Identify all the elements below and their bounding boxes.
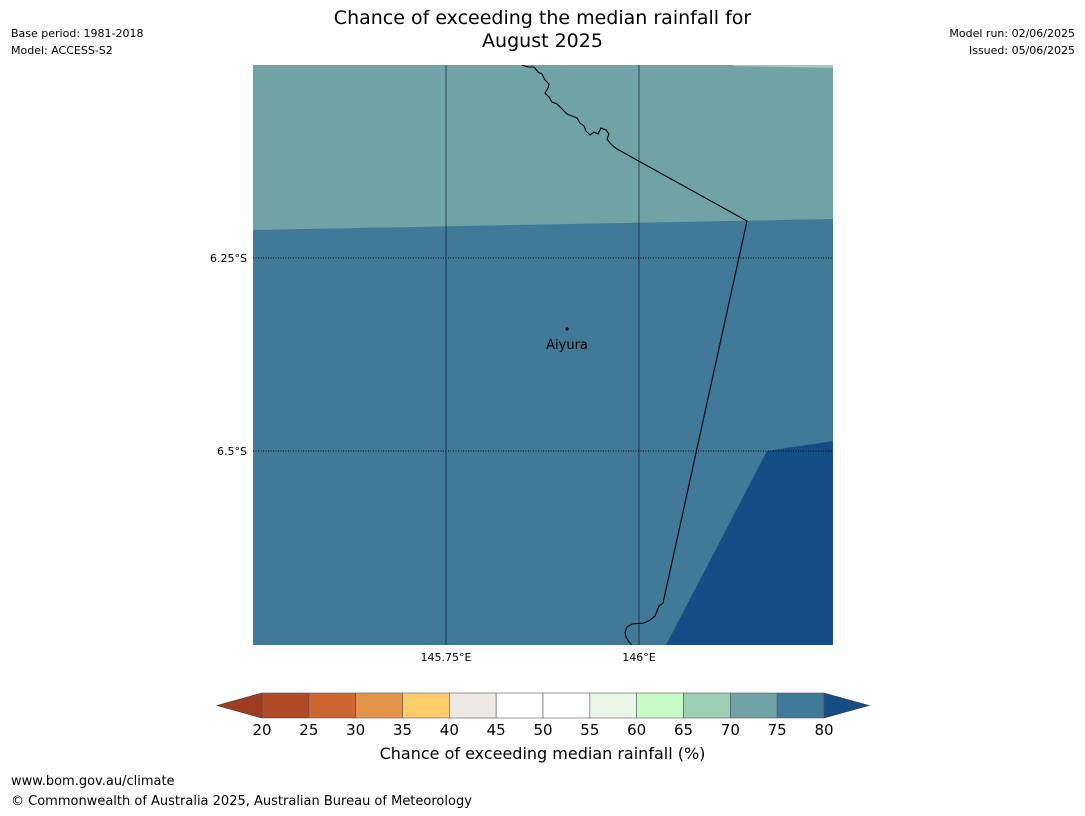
colorbar-segment	[449, 692, 497, 719]
title-line-2: August 2025	[482, 30, 603, 52]
colorbar-tick-label: 45	[487, 721, 506, 739]
title-line-1: Chance of exceeding the median rainfall …	[333, 7, 752, 29]
lon-label-145-75: 145.75°E	[421, 651, 472, 664]
colorbar-segment	[636, 692, 684, 719]
colorbar-tick-label: 40	[440, 721, 459, 739]
colorbar-segment	[495, 692, 544, 719]
colorbar-segment	[308, 692, 356, 719]
colorbar-tick-label: 70	[721, 721, 740, 739]
region-fringe	[733, 65, 833, 68]
region-70-75	[253, 65, 833, 230]
colorbar-tick-label: 20	[252, 721, 271, 739]
footer-copyright: © Commonwealth of Australia 2025, Austra…	[11, 794, 472, 809]
colorbar-tick-label: 75	[768, 721, 787, 739]
colorbar-tick-label: 35	[393, 721, 412, 739]
colorbar-tick-label: 80	[814, 721, 833, 739]
colorbar: 20 25 30 35 40 45 50 55 60 65 70 75 80	[215, 692, 871, 739]
colorbar-segment	[542, 692, 591, 719]
colorbar-segment	[730, 692, 778, 719]
meta-right: Model run: 02/06/2025 Issued: 05/06/2025	[949, 25, 1075, 59]
colorbar-tick-label: 50	[533, 721, 552, 739]
base-period: Base period: 1981-2018	[11, 27, 144, 40]
colorbar-tick-label: 65	[674, 721, 693, 739]
lat-label-6-25: 6.25°S	[210, 252, 247, 265]
meta-left: Base period: 1981-2018 Model: ACCESS-S2	[11, 25, 143, 59]
colorbar-tick-label: 55	[580, 721, 599, 739]
footer-url: www.bom.gov.au/climate	[11, 774, 175, 789]
colorbar-segment	[402, 692, 450, 719]
colorbar-tick-label: 25	[299, 721, 318, 739]
colorbar-under-arrow	[215, 692, 263, 719]
model-name: Model: ACCESS-S2	[11, 44, 113, 57]
chart-title: Chance of exceeding the median rainfall …	[240, 7, 845, 53]
region-over-80	[666, 441, 833, 645]
issued-date: Issued: 05/06/2025	[968, 44, 1075, 57]
colorbar-segment	[776, 692, 825, 719]
colorbar-tick-label: 30	[346, 721, 365, 739]
aiyura-marker	[565, 327, 569, 331]
colorbar-tick-label: 60	[627, 721, 646, 739]
colorbar-segment	[355, 692, 403, 719]
colorbar-segment	[589, 692, 637, 719]
lat-label-6-5: 6.5°S	[217, 445, 247, 458]
colorbar-segment	[261, 692, 310, 719]
lon-label-146: 146°E	[622, 651, 655, 664]
colorbar-segment	[683, 692, 731, 719]
colorbar-over-arrow	[823, 692, 871, 719]
model-run: Model run: 02/06/2025	[949, 27, 1075, 40]
aiyura-label: Aiyura	[546, 338, 588, 353]
map-panel	[253, 65, 833, 645]
province-border	[521, 65, 748, 645]
colorbar-label: Chance of exceeding median rainfall (%)	[379, 744, 706, 763]
